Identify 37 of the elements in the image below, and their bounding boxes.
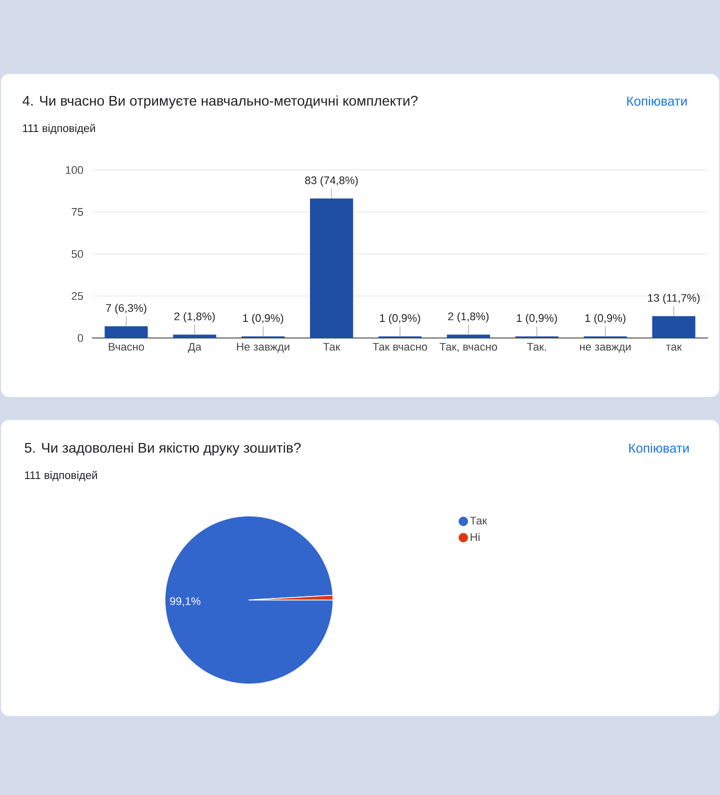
y-tick-label: 50 — [72, 250, 84, 258]
data-label: 7 (6,3%) — [106, 304, 146, 314]
text: 111 відповідей — [25, 470, 97, 482]
legend-label: Так — [470, 516, 488, 525]
bar — [104, 326, 148, 338]
x-tick-label: Да — [188, 342, 202, 353]
x-tick-label: Вчасно — [108, 342, 144, 351]
data-label: 13 (11,7%) — [648, 294, 700, 304]
bar — [446, 334, 490, 338]
data-label: 1 (0,9%) — [243, 314, 284, 324]
chart-title: 4. Чи вчасно Ви отримуєте навчально-методичні комплекти? — [22, 95, 418, 109]
bar — [310, 198, 354, 338]
chart-title: 5. Чи задоволені Ви якістю друку зошитів? — [24, 442, 301, 456]
data-label: 1 (0,9%) — [585, 314, 626, 324]
bar — [173, 334, 216, 338]
y-tick-label: 0 — [78, 334, 84, 342]
x-tick-label: Так — [323, 342, 340, 351]
y-tick-label: 100 — [66, 166, 84, 174]
x-tick-label: Так. — [527, 342, 546, 351]
y-tick-label: 25 — [72, 292, 83, 300]
x-tick-label: не завжди — [580, 344, 631, 353]
data-label: 1 (0,9%) — [380, 314, 420, 324]
x-tick-label: Не завжди — [237, 342, 290, 353]
data-label: 1 (0,9%) — [516, 314, 557, 324]
x-tick-label: Так вчасно — [372, 342, 428, 351]
x-tick-label: Так, вчасно — [440, 342, 498, 352]
chart-subtitle: 111 відповідей — [23, 124, 95, 134]
x-tick-label: так — [666, 344, 682, 351]
legend-label: Ні — [470, 532, 480, 541]
text: Копіювати — [627, 96, 687, 106]
text: Копіювати — [629, 443, 689, 453]
data-label: 2 (1,8%) — [448, 312, 489, 322]
data-label: 2 (1,8%) — [174, 312, 215, 322]
data-label: 83 (74,8%) — [305, 176, 358, 186]
data-label: 99,1% — [170, 597, 200, 606]
y-tick-label: 75 — [72, 208, 83, 216]
bar — [652, 316, 696, 338]
